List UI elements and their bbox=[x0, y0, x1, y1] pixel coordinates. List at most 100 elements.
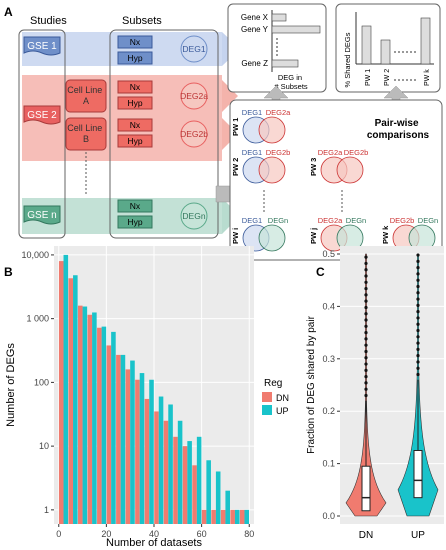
bar-dn bbox=[239, 509, 245, 524]
plot-c-ylabel: Fraction of DEG shared by pair bbox=[306, 315, 317, 454]
outlier-point bbox=[364, 349, 368, 354]
document-icon bbox=[23, 105, 61, 125]
bar-dn bbox=[78, 305, 83, 524]
subsets-header: Subsets bbox=[122, 15, 162, 27]
outlier-point bbox=[364, 268, 368, 272]
outlier-point bbox=[416, 366, 420, 370]
venn-label: DEG2a bbox=[318, 148, 343, 157]
bar-dn bbox=[211, 509, 216, 524]
shared-bar bbox=[420, 17, 431, 65]
ytick-label: 0.0 bbox=[322, 511, 335, 521]
legend-swatch-up bbox=[262, 405, 272, 415]
outlier-point bbox=[364, 368, 368, 372]
venn-label: DEGn bbox=[346, 216, 366, 225]
outlier-point bbox=[416, 253, 420, 257]
outlier-point bbox=[416, 278, 420, 282]
ytick-label: 10 bbox=[39, 441, 49, 451]
outlier-point bbox=[364, 286, 368, 291]
venn-pair: DEG2a DEG2b PW 3 bbox=[309, 148, 368, 184]
cell-line-b: Cell Line B bbox=[65, 117, 107, 151]
deg-circles: DEG1 DEG2a DEG2b DEGn bbox=[180, 35, 208, 230]
venn-label: DEG2b bbox=[390, 216, 415, 225]
shared-bar-label: PW 2 bbox=[384, 69, 391, 86]
nx-label: Nx bbox=[130, 201, 141, 211]
outlier-point bbox=[364, 381, 368, 385]
bar-up bbox=[244, 509, 250, 524]
hyp-box-1 bbox=[117, 51, 153, 65]
bar-up bbox=[177, 420, 183, 524]
cell-line-box bbox=[65, 117, 107, 151]
study-label: GSE n bbox=[27, 210, 56, 221]
gene-label: Gene X bbox=[241, 13, 269, 22]
venn-label: DEG2a bbox=[266, 108, 291, 117]
venn-label: DEG1 bbox=[242, 216, 262, 225]
study-label: GSE 1 bbox=[27, 41, 57, 52]
outlier-point bbox=[364, 255, 368, 259]
outlier-point bbox=[416, 303, 420, 307]
outlier-point bbox=[364, 331, 368, 335]
panel-c: C 0.0 0.1 0.2 0.3 0.4 0.5 DN UP Fraction of D… bbox=[306, 246, 444, 541]
xtick-label: 0 bbox=[56, 529, 61, 539]
venn-pair: DEG2a DEGn PW j bbox=[309, 216, 366, 252]
violin-shape bbox=[345, 253, 387, 517]
panel-label-a: A bbox=[4, 5, 13, 19]
outlier-point bbox=[416, 360, 420, 364]
bar-up bbox=[168, 404, 173, 524]
outlier-point bbox=[364, 293, 368, 297]
outlier-point bbox=[416, 341, 420, 345]
hyp-label: Hyp bbox=[127, 136, 142, 146]
nx-box-2a bbox=[117, 80, 153, 94]
cell-line-a-line2: A bbox=[83, 96, 89, 106]
legend-swatch-dn bbox=[262, 392, 272, 402]
outlier-point bbox=[416, 272, 420, 276]
outlier-point bbox=[364, 362, 368, 366]
outlier-point bbox=[364, 375, 368, 379]
venn-circle bbox=[258, 116, 286, 144]
deg-circle-2a bbox=[180, 82, 208, 110]
shared-ylabel: % Shared DEGs bbox=[343, 32, 352, 87]
plot-b-bars bbox=[58, 254, 250, 525]
bar-dn bbox=[58, 261, 64, 524]
outlier-point bbox=[364, 343, 368, 347]
venn-label: DEG1 bbox=[242, 108, 262, 117]
bar-up bbox=[130, 360, 135, 524]
xtick-label: 20 bbox=[101, 529, 111, 539]
cell-line-a-line1: Cell Line bbox=[67, 85, 102, 95]
hyp-label: Hyp bbox=[127, 53, 142, 63]
gene-bar bbox=[271, 13, 287, 22]
hyp-label: Hyp bbox=[127, 217, 142, 227]
venn-label: DEG1 bbox=[242, 148, 262, 157]
deg-label: DEG2a bbox=[180, 91, 208, 101]
pw-label: PW 2 bbox=[231, 158, 240, 176]
ytick-label: 0.5 bbox=[322, 249, 335, 259]
hyp-box-2b bbox=[117, 134, 153, 148]
venn-label: DEGn bbox=[268, 216, 288, 225]
nx-label: Nx bbox=[130, 82, 141, 92]
ytick-label: 0.1 bbox=[322, 459, 335, 469]
deg-label: DEG1 bbox=[182, 44, 205, 54]
plot-c-xtick: DN bbox=[359, 530, 373, 541]
cell-line-b-line1: Cell Line bbox=[67, 123, 102, 133]
venn-label: DEGn bbox=[418, 216, 438, 225]
bar-dn bbox=[125, 369, 131, 524]
bar-up bbox=[63, 254, 69, 525]
nx-box-2b bbox=[117, 118, 153, 132]
bar-dn bbox=[97, 327, 102, 524]
gene-bar bbox=[271, 25, 321, 34]
nx-label: Nx bbox=[130, 120, 141, 130]
plot-c-xtick: UP bbox=[411, 530, 425, 541]
bar-up bbox=[149, 379, 154, 524]
bar-up bbox=[206, 460, 211, 524]
shared-bar bbox=[380, 39, 391, 65]
outlier-point bbox=[364, 337, 368, 341]
venn-label: DEG2a bbox=[318, 216, 343, 225]
outlier-point bbox=[416, 335, 420, 339]
subset-pairs: Nx Hyp Nx Hyp Nx Hyp Nx Hyp bbox=[117, 35, 153, 229]
gene-bar bbox=[271, 59, 299, 68]
outlier-point bbox=[416, 316, 420, 320]
venn-circle bbox=[258, 156, 286, 184]
hyp-box-2a bbox=[117, 96, 153, 110]
outlier-point bbox=[364, 324, 368, 328]
